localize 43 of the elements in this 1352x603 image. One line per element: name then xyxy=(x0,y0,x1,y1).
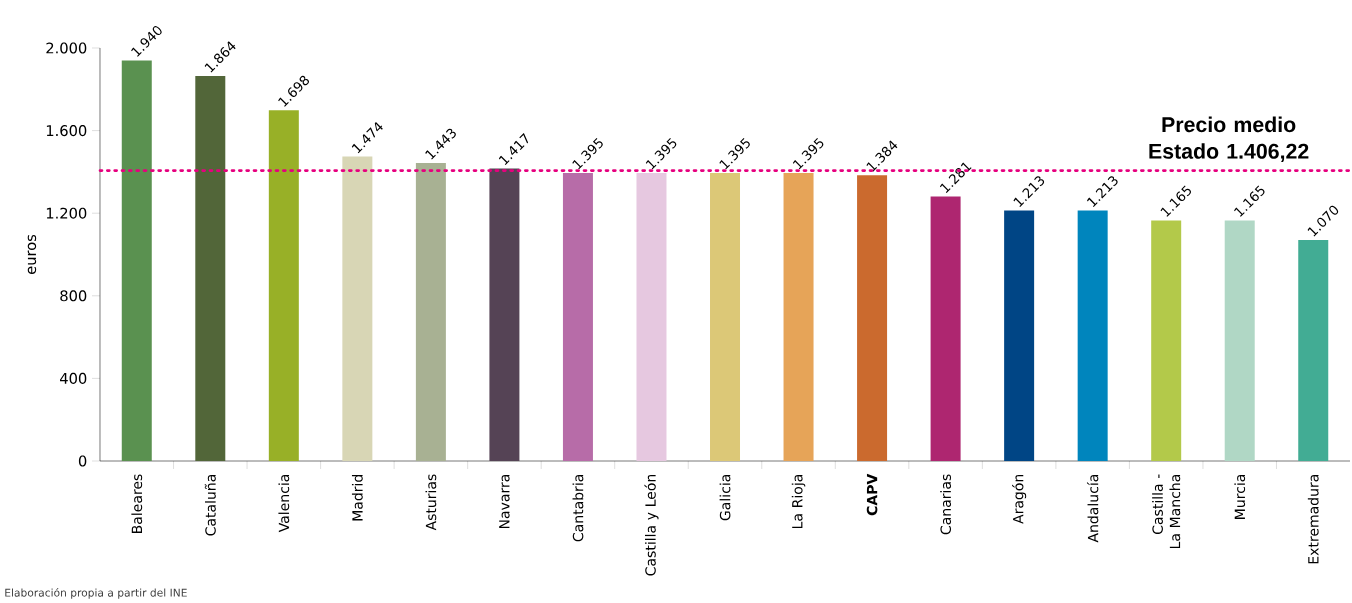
x-tick-label: Navarra xyxy=(499,474,510,529)
y-axis-title: euros xyxy=(27,234,37,274)
ref-line-label: Precio medio Estado 1.406,22 xyxy=(1149,116,1309,162)
bar xyxy=(1224,220,1255,461)
y-tick-label: 800 xyxy=(60,290,87,302)
bar xyxy=(1151,220,1182,461)
bar xyxy=(342,156,373,461)
y-tick-label: 1.600 xyxy=(46,125,87,137)
x-tick-label: Andalucía xyxy=(1086,474,1099,543)
x-tick-label: Canarias xyxy=(940,474,952,535)
bar xyxy=(783,172,814,461)
x-tick-label: Cantabria xyxy=(572,474,584,542)
y-tick-label: 400 xyxy=(60,372,87,384)
x-tick-label: La Rioja xyxy=(791,474,806,529)
bar xyxy=(1004,210,1035,461)
text: Elaboración propia a partir del INE xyxy=(5,587,187,599)
x-tick-label: Cataluña xyxy=(204,474,216,536)
x-tick-label: Aragón xyxy=(1012,474,1027,524)
y-tick-label: 0 xyxy=(78,455,87,467)
bar xyxy=(1298,240,1329,461)
bar xyxy=(489,168,520,461)
x-tick-label: Galicia xyxy=(719,474,731,521)
bar xyxy=(636,172,667,461)
x-tick-label: Valencia xyxy=(278,474,290,533)
bar xyxy=(710,172,741,461)
bar xyxy=(1077,210,1108,461)
bar xyxy=(562,172,593,461)
x-tick-label: Murcia xyxy=(1234,474,1246,519)
bar xyxy=(415,163,446,461)
x-tick-label: Extremadura xyxy=(1307,474,1319,564)
x-tick-label: Castilla y León xyxy=(644,474,659,576)
y-tick-label: 2.000 xyxy=(46,42,87,54)
x-tick-label: Asturias xyxy=(425,474,437,531)
bar xyxy=(195,76,226,461)
x-tick-label: Baleares xyxy=(131,474,143,533)
x-tick-label: Castilla - La Mancha xyxy=(1152,474,1181,549)
bar xyxy=(857,175,888,461)
x-tick-label: CAPV xyxy=(866,473,878,516)
bar xyxy=(930,196,961,461)
bar xyxy=(268,110,299,461)
bar xyxy=(121,60,152,461)
y-tick-label: 1.200 xyxy=(46,207,87,219)
x-tick-label: Madrid xyxy=(351,474,363,521)
